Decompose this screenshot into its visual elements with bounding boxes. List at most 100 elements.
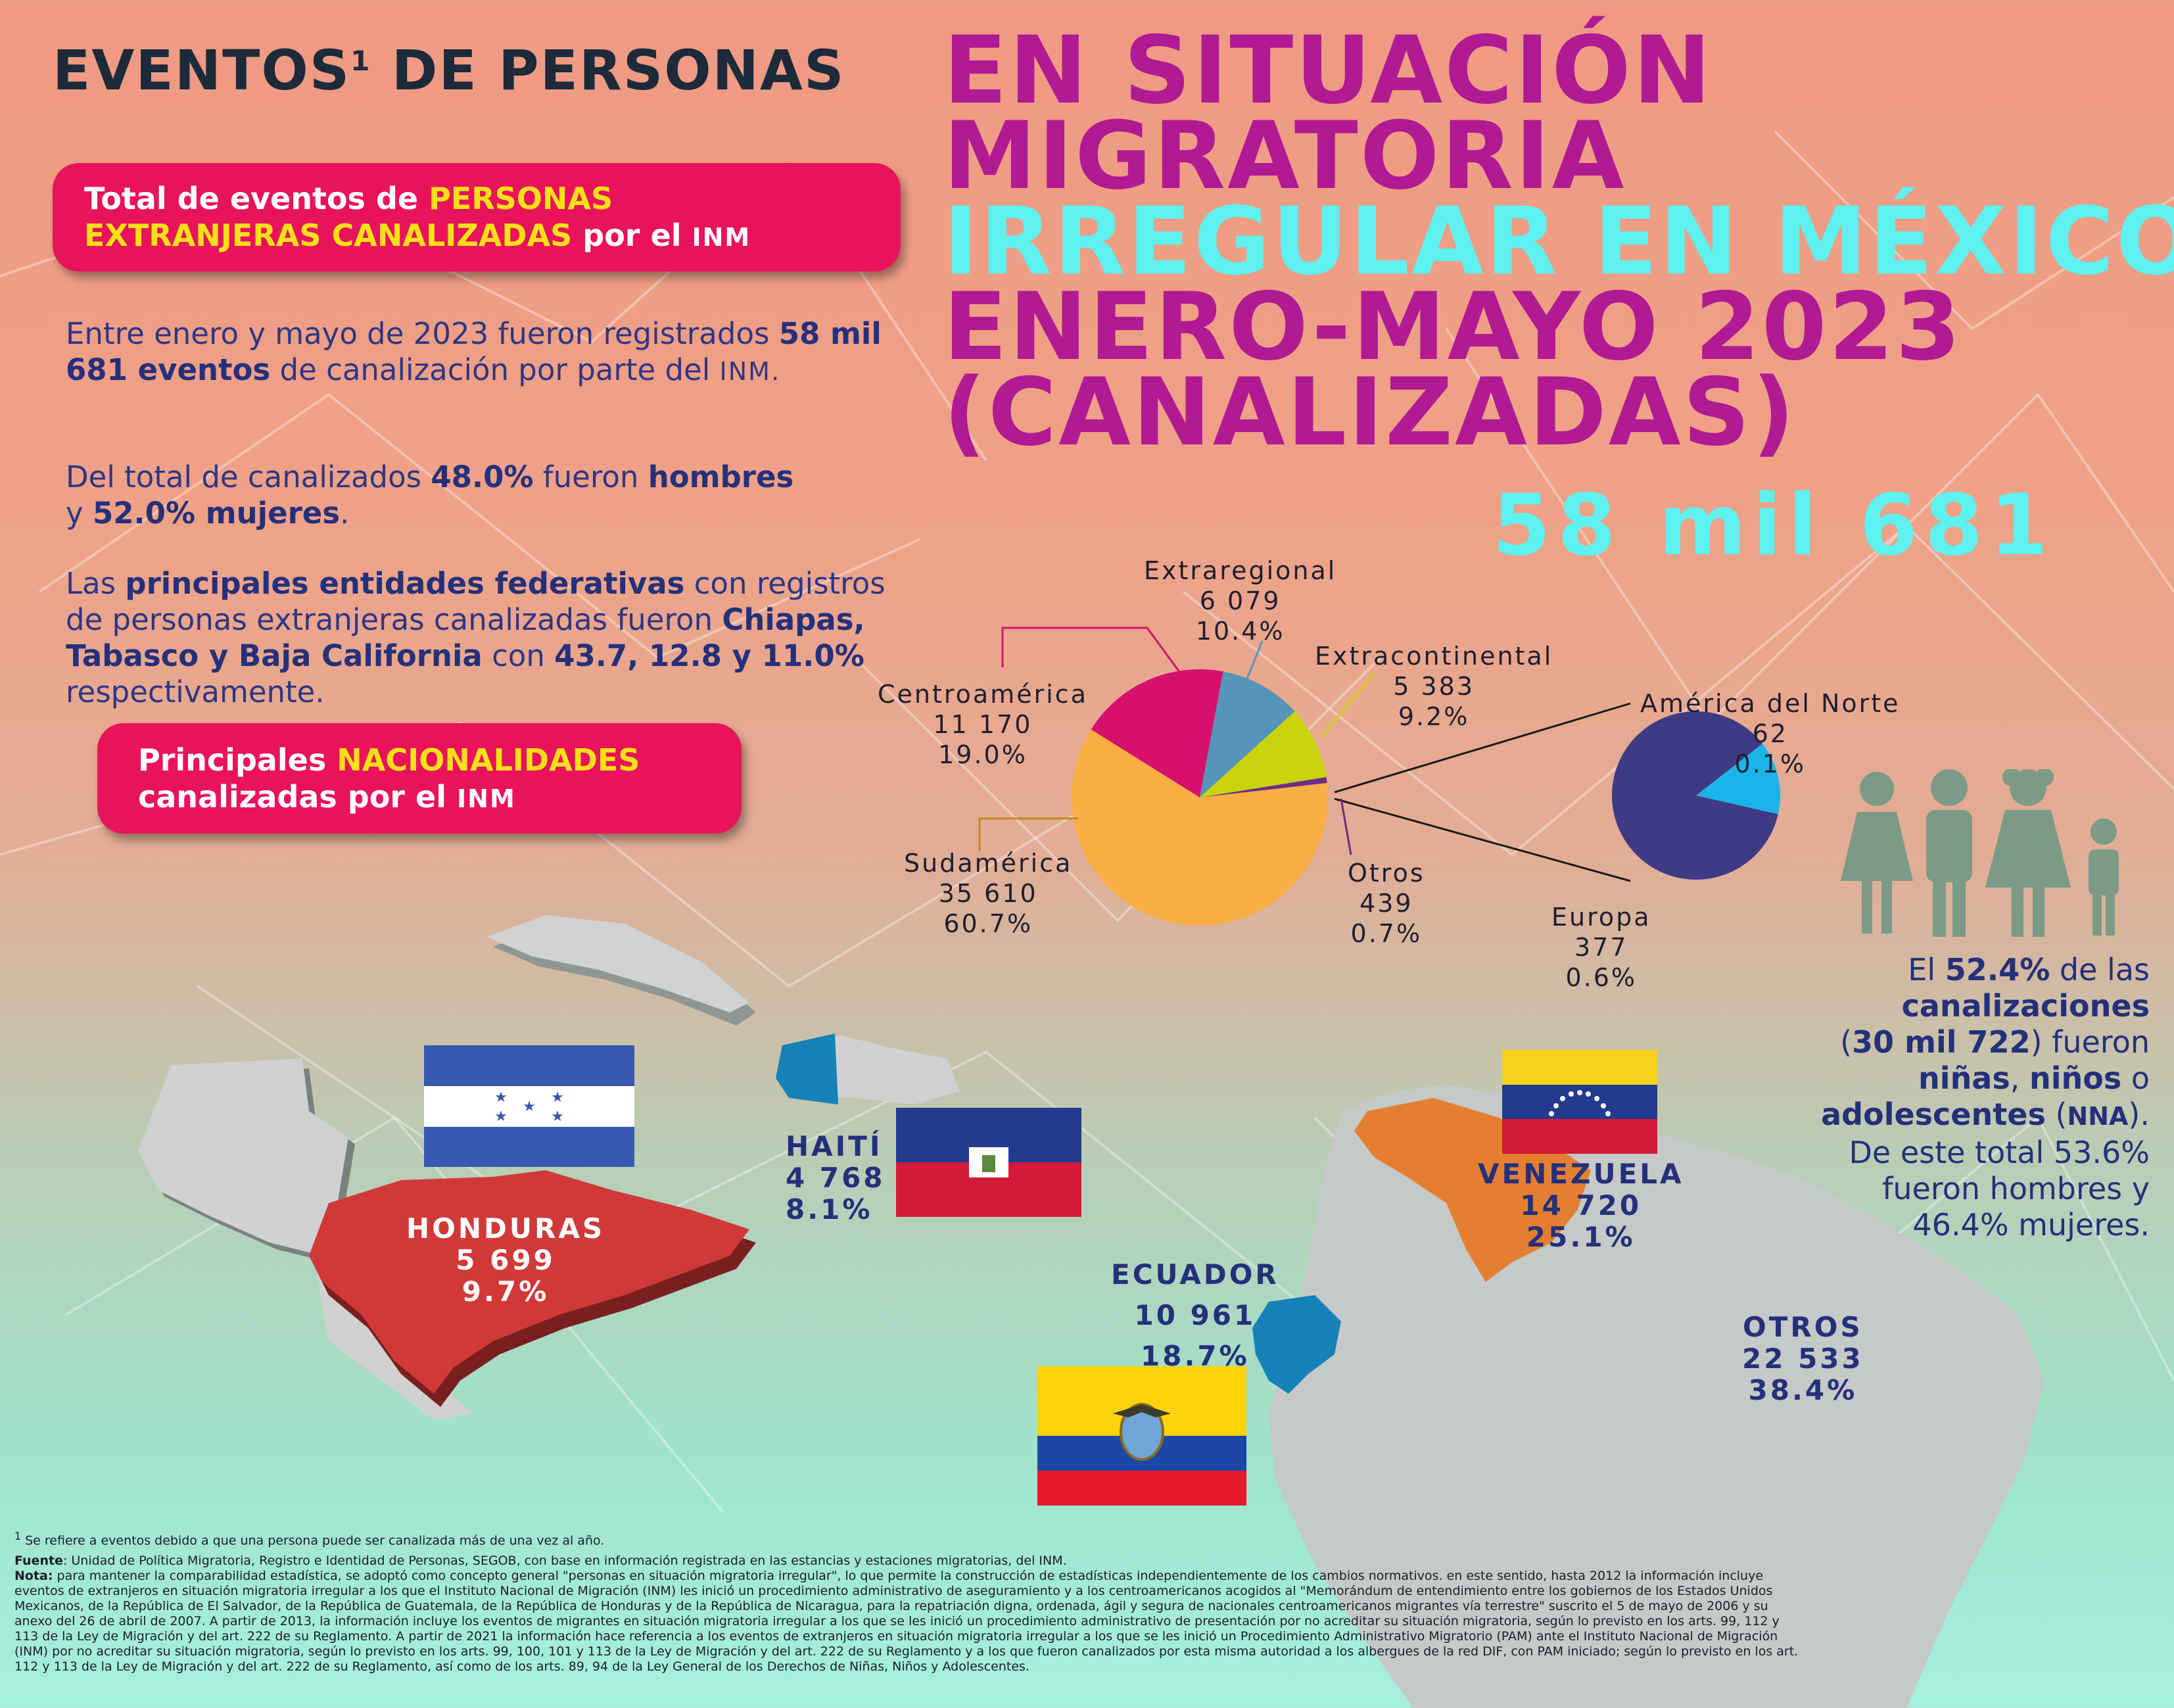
venezuela-value: 14 720 [1520, 1189, 1642, 1222]
nna-t2: de las [2050, 952, 2150, 987]
paragraph-1: Entre enero y mayo de 2023 fueron regist… [66, 316, 920, 390]
ecuador-value: 10 961 [1134, 1299, 1256, 1331]
sub-pie-slice-america-del-norte [1696, 744, 1780, 815]
p3-entities: principales entidades federativas [125, 566, 685, 601]
label-america-del-norte: América del Norte 62 0.1% [1640, 688, 1901, 779]
haiti-label: HAITÍ 4 768 8.1% [786, 1131, 886, 1225]
extraregional-value: 6 079 [1199, 586, 1281, 615]
header-dark-title: EVENTOS1 DE PERSONAS [53, 38, 845, 103]
zoom-line-top [1334, 702, 1631, 794]
label-extracontinental: Extracontinental 5 383 9.2% [1315, 641, 1553, 732]
haiti-flag [896, 1108, 1081, 1217]
honduras-flag: ★ ★ ★ ★ ★ [424, 1045, 634, 1167]
label-extraregional: Extraregional 6 079 10.4% [1144, 556, 1336, 646]
svg-text:★: ★ [494, 1089, 508, 1106]
otros-name: Otros [1348, 859, 1425, 888]
pill-total-inm: INM [692, 223, 751, 252]
p3-text: Las [66, 566, 126, 601]
leader-sudamerica [978, 817, 1078, 851]
pie-slice-centroamerica [1091, 669, 1223, 797]
title-line-1: EN SITUACIÓN [943, 16, 1713, 125]
nna-canalizaciones: canalizaciones [1901, 988, 2150, 1024]
p2-dot: . [340, 496, 350, 531]
europa-name: Europa [1551, 903, 1651, 932]
sudamerica-pct: 60.7% [943, 909, 1033, 938]
pill-nat-inm: INM [457, 784, 516, 813]
footer-note: Nota: para mantener la comparabilidad es… [14, 1569, 1803, 1674]
nna-count: 30 mil 722 [1852, 1024, 2031, 1060]
total-count: 58 mil 681 [1492, 477, 2055, 575]
pill-total-text-3: EXTRANJERAS CANALIZADAS [84, 218, 573, 253]
pill-nat-text-2: NACIONALIDADES [337, 742, 640, 778]
extraregional-name: Extraregional [1144, 556, 1337, 585]
centroamerica-name: Centroamérica [878, 680, 1088, 709]
nna-t7: ( [2045, 1097, 2068, 1132]
svg-text:★: ★ [551, 1089, 564, 1106]
p3-pcts: 43.7, 12.8 y 11.0% [554, 638, 864, 673]
sudamerica-name: Sudamérica [904, 849, 1073, 878]
pie-slice-extracontinental [1200, 711, 1327, 797]
honduras-label: HONDURAS 5 699 9.7% [406, 1213, 605, 1308]
pill-nat-text-1: Principales [138, 742, 337, 778]
extraregional-pct: 10.4% [1195, 617, 1285, 646]
dark-title-footnote-mark: 1 [350, 45, 371, 77]
venezuela-label: VENEZUELA 14 720 25.1% [1478, 1158, 1684, 1253]
footnote-1: 1 Se refiere a eventos debido a que una … [14, 1529, 1803, 1548]
europa-pct: 0.6% [1565, 963, 1638, 992]
nna-t1: El [1908, 952, 1945, 987]
sudamerica-value: 35 610 [938, 879, 1038, 908]
europa-value: 377 [1574, 933, 1628, 962]
ecuador-pct: 18.7% [1141, 1340, 1250, 1372]
pill-total-text-1: Total de eventos de [84, 181, 429, 216]
otros-countries-name: OTROS [1743, 1311, 1863, 1343]
guatemala-map [138, 1058, 348, 1256]
leader-centroamerica [1001, 627, 1185, 678]
pill-total-text-2: PERSONAS [429, 181, 613, 216]
label-sudamerica: Sudamérica 35 610 60.7% [904, 848, 1072, 939]
p2-men-pct: 48.0% [431, 460, 534, 494]
nna-t5: , [2010, 1060, 2029, 1096]
svg-text:★: ★ [494, 1108, 508, 1125]
title-line-4: ENERO-MAYO 2023 [943, 273, 1963, 381]
nna-girls: niñas [1918, 1060, 2010, 1096]
otros-countries-pct: 38.4% [1748, 1374, 1858, 1406]
p1-text: Entre enero y mayo de 2023 fueron regist… [66, 316, 779, 351]
svg-text:★: ★ [523, 1099, 536, 1115]
cuba-map [486, 915, 749, 1012]
pill-nat-text-3: canalizadas por el [138, 779, 458, 815]
centroamerica-value: 11 170 [933, 710, 1033, 739]
pie-slice-otros [1200, 776, 1327, 797]
leader-extracontinental [1320, 673, 1375, 737]
p3-states: Chiapas, Tabasco y Baja California [66, 602, 865, 673]
paragraph-3: Las principales entidades federativas co… [66, 565, 920, 710]
centroamerica-pct: 19.0% [938, 740, 1028, 769]
venezuela-pct: 25.1% [1526, 1221, 1636, 1253]
haiti-map [776, 1033, 838, 1104]
nna-pct: 52.4% [1945, 952, 2050, 987]
nna-adolescents: adolescentes [1821, 1097, 2046, 1132]
nna-t6: o [2121, 1060, 2150, 1096]
america-del-norte-pct: 0.1% [1734, 749, 1807, 778]
ecuador-flag [1037, 1366, 1246, 1506]
label-europa: Europa 377 0.6% [1551, 902, 1651, 993]
label-otros: Otros 439 0.7% [1348, 858, 1425, 949]
footer-source: Fuente: Unidad de Política Migratoria, R… [14, 1554, 1803, 1569]
extracontinental-pct: 9.2% [1398, 702, 1470, 731]
footer-notes: 1 Se refiere a eventos debido a que una … [14, 1529, 1803, 1674]
p1-bold: 58 mil 681 eventos [66, 316, 882, 387]
p2-men: hombres [648, 460, 794, 494]
haiti-name: HAITÍ [786, 1130, 883, 1162]
ecuador-label: ECUADOR 10 961 18.7% [1111, 1254, 1279, 1377]
dark-title-part1: EVENTOS [53, 38, 351, 103]
p3-text-4: respectivamente. [66, 675, 325, 709]
label-centroamerica: Centroamérica 11 170 19.0% [878, 679, 1088, 770]
otros-countries-value: 22 533 [1742, 1342, 1864, 1375]
pill-nationalities: Principales NACIONALIDADES canalizadas p… [97, 723, 742, 834]
nna-abbr: NNA [2067, 1102, 2129, 1131]
dark-title-part2: DE PERSONAS [371, 38, 845, 103]
source-label: Fuente [14, 1554, 63, 1569]
note-text: para mantener la comparabilidad estadíst… [14, 1569, 1799, 1674]
nna-t8: ). [2128, 1097, 2150, 1132]
